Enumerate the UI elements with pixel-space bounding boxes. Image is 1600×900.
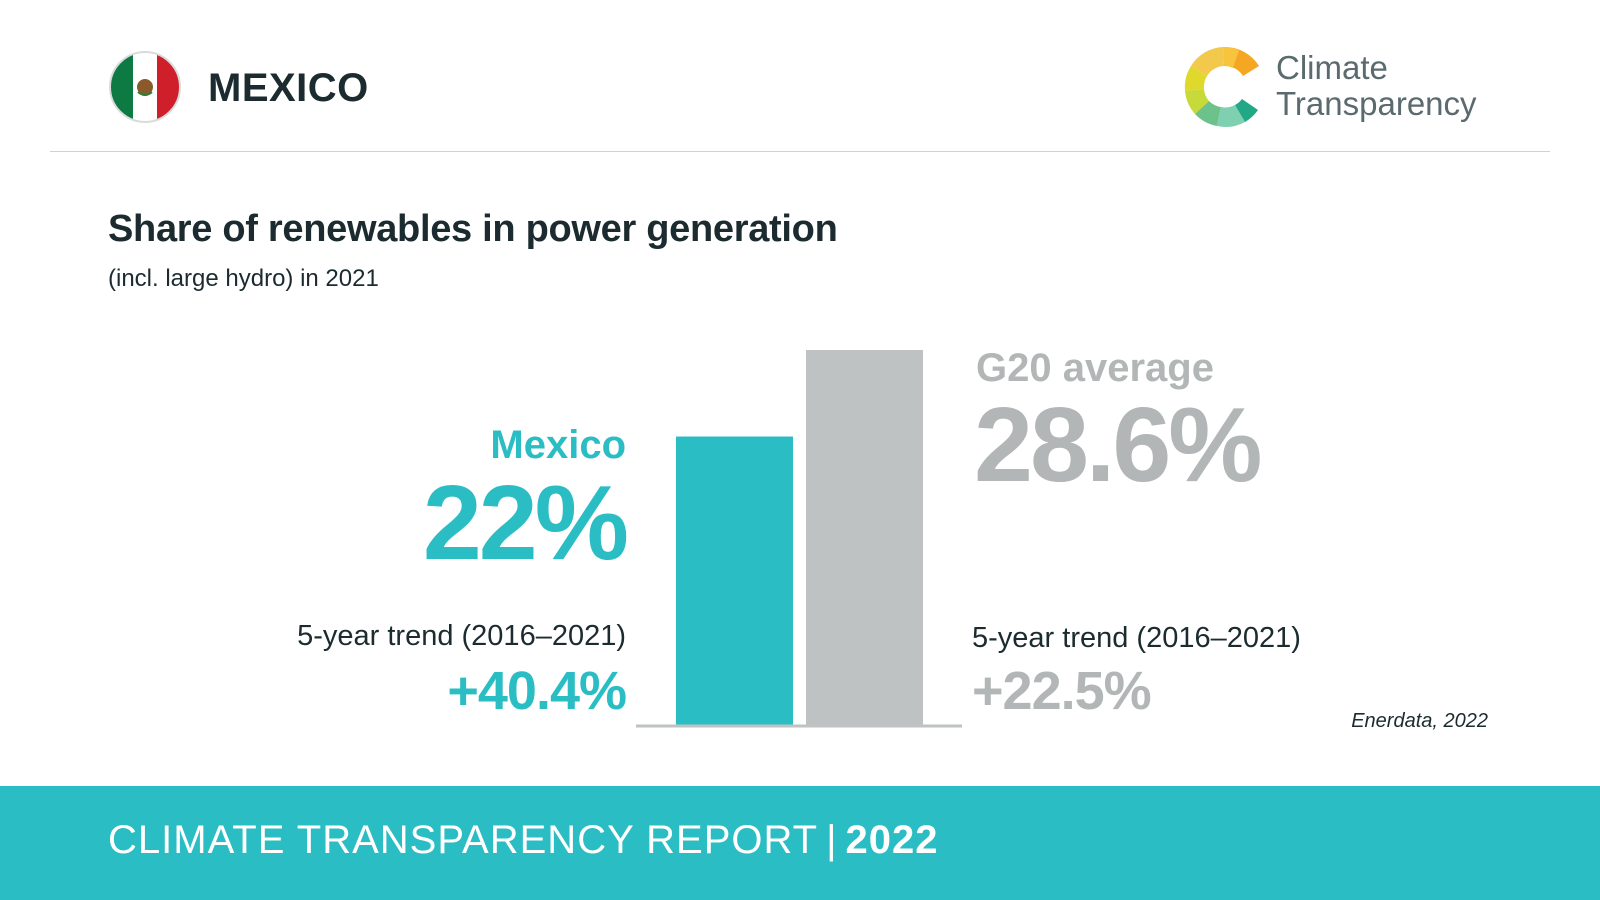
category-label-mexico: Mexico [490,423,626,467]
bar-g20-average [806,350,923,725]
value-label-mexico: 22% [422,464,629,582]
chart-subtitle: (incl. large hydro) in 2021 [108,265,379,292]
header-divider [50,151,1550,152]
logo-text-line2: Transparency [1276,85,1477,122]
climate-transparency-logo: Climate Transparency [1180,42,1490,132]
source-note: Enerdata, 2022 [1351,710,1488,732]
bar-chart [636,350,962,728]
trend-value-mexico: +40.4% [447,661,627,721]
category-label-g20: G20 average [976,346,1214,390]
trend-label-mexico: 5-year trend (2016–2021) [297,620,626,652]
logo-text-line1: Climate [1276,49,1388,86]
climate-transparency-logo-icon [1184,46,1259,127]
country-name: MEXICO [208,66,369,110]
footer-text: CLIMATE TRANSPARENCY REPORT | 2022 [108,818,938,863]
footer-banner: CLIMATE TRANSPARENCY REPORT | 2022 [0,786,1600,900]
trend-label-g20: 5-year trend (2016–2021) [972,622,1301,654]
chart-title: Share of renewables in power generation [108,208,838,250]
mexico-flag-icon [108,50,182,124]
header: MEXICO Climate Transparency [0,0,1600,152]
logo-text: Climate Transparency [1276,50,1477,122]
bar-mexico [676,436,793,725]
footer-separator: | [826,818,838,862]
value-label-g20: 28.6% [974,386,1263,504]
trend-value-g20: +22.5% [972,661,1152,721]
footer-year: 2022 [845,818,939,862]
footer-report-title: CLIMATE TRANSPARENCY REPORT [108,818,819,862]
